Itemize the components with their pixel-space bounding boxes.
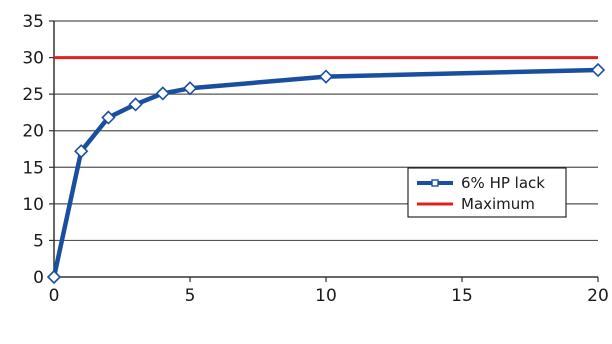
y-tick-label-35: 35 [22, 12, 44, 32]
data-point-1-1 [74, 144, 89, 159]
data-point-1-7 [590, 62, 606, 78]
series-line-1 [51, 67, 599, 278]
legend-box [407, 167, 567, 218]
data-point-1-5 [182, 81, 198, 96]
y-tick-label-10: 10 [22, 195, 44, 215]
x-tick-label-5: 5 [185, 286, 196, 306]
y-tick-label-15: 15 [22, 158, 44, 178]
y-tick-label-20: 20 [22, 122, 44, 142]
chart-legend: 6% HP lack Maximum [407, 167, 567, 218]
legend-label-series-2: Maximum [461, 195, 535, 213]
series-layer [46, 56, 606, 285]
data-point-1-4 [155, 86, 170, 101]
x-tick-label-0: 0 [49, 286, 60, 306]
y-tick-label-5: 5 [33, 231, 44, 251]
axis-layer: 0 5 10 15 20 25 30 35 0 5 10 15 20 [22, 12, 608, 306]
x-tick-label-15: 15 [451, 286, 473, 306]
y-tick-label-30: 30 [22, 49, 44, 69]
legend-marker-series-1 [431, 179, 439, 187]
data-point-1-0 [46, 269, 62, 285]
legend-label-series-1: 6% HP lack [461, 174, 545, 192]
x-tick-label-20: 20 [587, 286, 609, 306]
data-point-1-3 [128, 97, 143, 112]
data-point-1-2 [101, 110, 116, 125]
y-tick-label-0: 0 [33, 268, 44, 288]
y-tick-label-25: 25 [22, 85, 44, 105]
data-point-1-6 [318, 69, 334, 84]
x-tick-label-10: 10 [315, 286, 337, 306]
